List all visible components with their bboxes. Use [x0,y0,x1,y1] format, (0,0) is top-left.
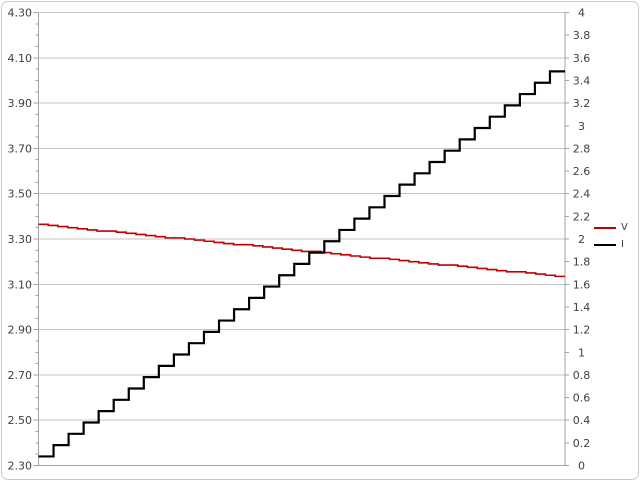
legend-item-i[interactable]: I [594,238,628,252]
legend-line-swatch-i [594,244,616,246]
right-axis-tick-label: 1.8 [573,256,591,269]
left-axis-tick-label: 3.70 [8,142,33,155]
left-axis-tick-label: 2.50 [8,414,33,427]
left-axis-tick-label: 2.90 [8,324,33,337]
legend-label-v: V [621,222,628,233]
right-axis-tick-label: 0.8 [573,369,591,382]
right-axis-tick-label: 2 [578,233,585,246]
right-axis-tick-label: 3.6 [573,52,591,65]
right-axis-tick-label: 2.2 [573,210,591,223]
right-axis-tick-label: 1.2 [573,324,591,337]
right-axis-tick-label: 3 [578,120,585,133]
legend-line-swatch-v [594,227,616,229]
series-i-line[interactable] [38,70,566,458]
right-axis-tick-label: 3.8 [573,29,591,42]
right-axis-tick-label: 4 [578,7,585,20]
right-axis-tick-label: 2.8 [573,142,591,155]
right-axis-tick-label: 2.4 [573,188,591,201]
right-axis-tick-label: 1 [578,346,585,359]
right-axis-tick-label: 0 [578,460,585,473]
right-axis-tick-label: 1.4 [573,301,591,314]
left-axis-tick-label: 4.10 [8,52,33,65]
legend-label-i: I [621,239,624,250]
left-axis-tick-label: 2.30 [8,460,33,473]
left-axis-tick-label: 3.30 [8,233,33,246]
left-axis-tick-label: 4.30 [8,7,33,20]
left-axis-tick-label: 3.10 [8,278,33,291]
series-v-line[interactable] [38,223,566,278]
legend: V I [594,221,628,252]
legend-item-v[interactable]: V [594,221,628,235]
right-axis-tick-label: 1.6 [573,278,591,291]
left-axis-tick-label: 3.50 [8,188,33,201]
left-axis-tick-label: 3.90 [8,97,33,110]
left-axis-tick-label: 2.70 [8,369,33,382]
right-axis-tick-label: 3.2 [573,97,591,110]
right-axis-tick-label: 2.6 [573,165,591,178]
right-axis-tick-label: 0.4 [573,414,591,427]
right-axis-tick-label: 0.2 [573,437,591,450]
right-axis-tick-label: 3.4 [573,74,591,87]
right-axis-tick-label: 0.6 [573,392,591,405]
